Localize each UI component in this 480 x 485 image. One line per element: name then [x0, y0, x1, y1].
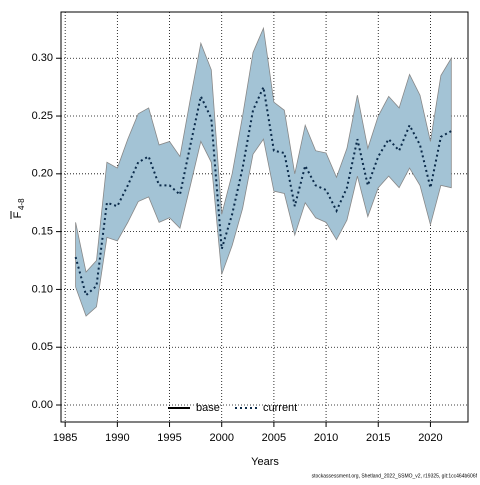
- x-tick-label: 1990: [105, 432, 129, 444]
- y-axis-label: F 4-8: [10, 198, 26, 219]
- footer: stockassessment.org, Shetland_2022_SSMO_…: [312, 473, 478, 479]
- x-tick-label: 2000: [209, 432, 233, 444]
- x-tick-label: 1985: [53, 432, 77, 444]
- x-tick-label: 2010: [314, 432, 338, 444]
- y-label-sub: 4-8: [17, 198, 26, 210]
- y-tick-label: 0.10: [32, 283, 53, 295]
- y-tick-label: 0.15: [32, 226, 53, 238]
- confidence-band: [75, 26, 452, 317]
- x-tick-label: 2005: [262, 432, 286, 444]
- y-tick-label: 0.25: [32, 110, 53, 122]
- legend-label: base: [196, 402, 220, 414]
- x-tick-label: 2020: [418, 432, 442, 444]
- y-tick-label: 0.30: [32, 52, 53, 64]
- legend-label: current: [263, 402, 297, 414]
- y-label-main: F: [12, 211, 24, 218]
- y-tick-label: 0.05: [32, 341, 53, 353]
- plot-frame: [60, 11, 469, 423]
- x-tick-label: 1995: [157, 432, 181, 444]
- x-axis-label: Years: [251, 456, 279, 468]
- y-tick-label: 0.20: [32, 168, 53, 180]
- y-tick-label: 0.00: [32, 399, 53, 411]
- x-tick-label: 2015: [366, 432, 390, 444]
